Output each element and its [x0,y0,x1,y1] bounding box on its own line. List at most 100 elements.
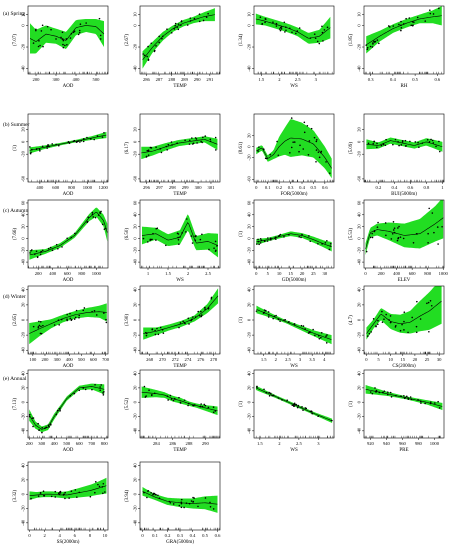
data-point [55,243,58,246]
data-point [437,243,439,245]
fit-line [256,233,332,247]
x-tick-label: 1 [147,271,150,276]
plot-frame [253,5,335,75]
data-point [397,237,399,240]
data-point [385,138,387,141]
data-point [148,389,150,391]
x-tick-label: 5 [267,271,270,276]
x-tick-label: 300 [54,357,62,362]
y-axis-label: (7.66) [13,228,18,240]
y-tick-label: 20 [21,385,26,390]
y-tick-label: 0 [133,492,138,495]
y-tick-label: 0 [247,237,252,240]
x-tick-label: 30 [323,271,328,276]
data-point [389,391,392,394]
x-tick-label: 940 [383,441,391,446]
data-point [98,485,101,488]
data-point [190,235,193,237]
x-tick-label: 287 [156,77,164,82]
data-point [209,501,211,504]
data-point [297,404,300,407]
data-point [51,249,54,252]
data-point [387,25,390,27]
y-tick-label: 40 [247,287,252,292]
data-point [302,325,305,327]
y-tick-label: -20 [357,331,362,338]
data-point [428,207,430,210]
data-point [42,490,45,493]
x-tick-label: 500 [63,441,71,446]
data-point [86,136,88,139]
data-point [32,425,34,428]
data-point [70,490,73,493]
plot-frame [27,113,109,183]
data-point [385,234,387,237]
data-point [278,28,281,30]
data-point [314,37,317,40]
x-tick-label: 0 [364,271,367,276]
data-point [325,161,327,163]
x-axis-label: GRA(5000m) [166,540,194,545]
data-point [69,37,72,39]
data-point [432,142,435,144]
y-tick-label: -20 [133,413,138,420]
data-point [199,314,201,317]
y-axis-label: (1) [349,401,354,407]
data-point [298,236,301,238]
data-point [73,139,76,142]
data-point [419,318,422,320]
y-tick-label: 20 [133,224,138,229]
data-point [41,145,44,148]
data-point [207,406,210,409]
plot-frame [27,369,109,439]
panel-2: 1.5 2 2.5 3 -40 -20 0 10 WS (1.34) [239,5,335,89]
data-point [102,394,105,396]
data-point [57,247,59,250]
data-point [429,9,431,11]
data-point [257,150,259,152]
x-axis-label: BUI(5000m) [391,192,417,197]
data-point [398,225,400,228]
confidence-band [366,137,443,152]
x-axis-label: PRE [399,448,408,453]
confidence-band [141,386,218,416]
data-point [377,221,379,224]
data-point [269,153,272,156]
x-tick-label: 1.5 [258,77,264,82]
data-point [58,491,61,494]
data-point [386,391,389,393]
x-axis-label: RH [401,84,408,89]
y-tick-label: -60 [133,175,138,182]
data-point [29,146,31,148]
panel-17: 284 286 288 290 -40 -20 0 20 40 TEMP (5.52) [125,369,221,453]
panel-18: 1.5 2 2.5 3 -40 -20 0 20 40 WS (1) [239,369,335,453]
fit-line [28,386,105,430]
x-tick-label: 500 [93,77,101,82]
x-tick-label: 15 [400,357,405,362]
data-point [372,318,375,320]
x-tick-label: 700 [102,357,110,362]
row-label-autumn: (c) Autumn [3,208,29,214]
x-tick-label: 272 [172,357,180,362]
data-point [204,497,207,499]
data-point [409,396,412,398]
data-point [275,314,277,317]
data-point [403,394,405,397]
data-point [210,298,213,300]
y-tick-label: 40 [133,287,138,292]
data-point [66,313,68,316]
data-point [102,392,104,394]
data-point [104,491,106,493]
data-point [191,137,193,139]
confidence-band [29,383,105,433]
data-point [188,143,191,145]
x-tick-label: 0 [255,271,258,276]
plot-frame [139,113,221,183]
panel-19: 920 940 960 980 1000 -40 -20 0 20 40 PRE (1) [349,369,445,453]
data-point [428,141,431,143]
plot-frame [27,461,109,531]
x-tick-label: 0.2 [276,185,282,190]
data-point [142,53,144,55]
x-tick-label: 0.8 [424,185,430,190]
data-point [420,402,422,404]
